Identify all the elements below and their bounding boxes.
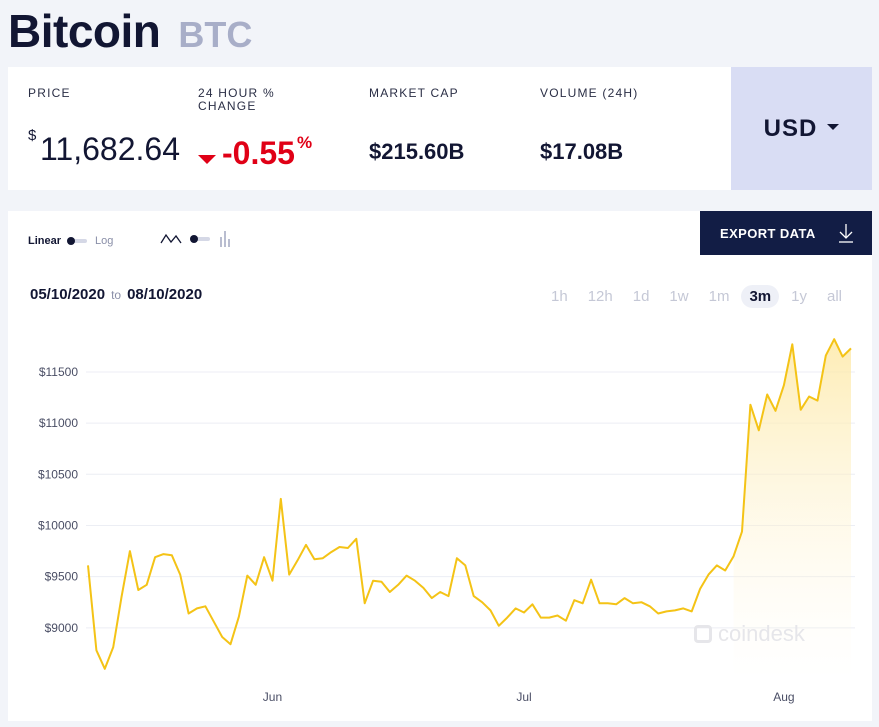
watermark: coindesk bbox=[694, 621, 805, 647]
price-line bbox=[87, 338, 852, 670]
coindesk-logo-icon bbox=[694, 625, 712, 643]
scale-switch[interactable] bbox=[67, 237, 88, 245]
scale-toggle[interactable]: Linear Log bbox=[28, 235, 113, 247]
volume-label: VOLUME (24H) bbox=[540, 86, 639, 100]
volume-stat: VOLUME (24H) $17.08B bbox=[540, 86, 639, 165]
line-chart-icon[interactable] bbox=[160, 232, 182, 246]
caret-down-icon bbox=[827, 123, 840, 130]
x-tick-label: Jul bbox=[516, 690, 531, 704]
coin-symbol: BTC bbox=[178, 14, 253, 55]
currency-selector[interactable]: USD bbox=[731, 67, 872, 190]
range-tab-1y[interactable]: 1y bbox=[791, 288, 807, 305]
y-tick-label: $10500 bbox=[38, 467, 78, 481]
time-range-tabs: 1h 12h 1d 1w 1m 3m 1y all bbox=[539, 285, 850, 308]
range-tab-1d[interactable]: 1d bbox=[632, 288, 650, 305]
down-arrow-icon bbox=[198, 155, 216, 164]
y-tick-label: $9000 bbox=[45, 621, 79, 635]
volume-value: $17.08B bbox=[540, 139, 624, 164]
range-tab-1h[interactable]: 1h bbox=[551, 288, 568, 305]
market-cap-label: MARKET CAP bbox=[369, 86, 459, 100]
coin-name: Bitcoin bbox=[8, 5, 161, 57]
date-separator: to bbox=[111, 288, 122, 302]
export-data-button[interactable]: EXPORT DATA bbox=[700, 211, 872, 255]
download-icon bbox=[839, 224, 853, 243]
range-tab-all[interactable]: all bbox=[826, 288, 842, 305]
market-cap-value: $215.60B bbox=[369, 139, 465, 164]
range-tab-12h[interactable]: 12h bbox=[587, 288, 613, 305]
x-tick-label: Jun bbox=[263, 690, 282, 704]
candlestick-icon[interactable] bbox=[220, 231, 230, 247]
date-to[interactable]: 08/10/2020 bbox=[127, 286, 203, 303]
stats-panel: PRICE $ 11,682.64 24 HOUR % CHANGE -0.55… bbox=[8, 67, 872, 190]
x-tick-label: Aug bbox=[773, 690, 794, 704]
page-header: Bitcoin BTC bbox=[8, 4, 252, 58]
scale-linear-label[interactable]: Linear bbox=[28, 235, 62, 247]
chart-card: $9000 $9500 $10000 $10500 $11000 $11500 Jun Jul… bbox=[8, 211, 872, 721]
export-data-label: EXPORT DATA bbox=[720, 225, 816, 241]
price-chart: $9000 $9500 $10000 $10500 $11000 $11500 Jun Jul… bbox=[38, 338, 855, 704]
range-tab-1w[interactable]: 1w bbox=[669, 288, 689, 305]
date-from[interactable]: 05/10/2020 bbox=[30, 286, 106, 303]
price-stat: PRICE $ 11,682.64 bbox=[28, 86, 180, 168]
range-tab-1m[interactable]: 1m bbox=[708, 288, 730, 305]
chart-type-toggle[interactable] bbox=[160, 231, 230, 247]
scale-log-label[interactable]: Log bbox=[95, 235, 114, 247]
change-stat: 24 HOUR % CHANGE -0.55 % bbox=[198, 86, 312, 171]
y-tick-label: $11000 bbox=[39, 416, 78, 430]
range-tab-3m[interactable]: 3m bbox=[741, 285, 780, 308]
currency-label: USD bbox=[763, 114, 818, 142]
change-label-line2: CHANGE bbox=[198, 99, 257, 113]
price-area bbox=[733, 339, 851, 679]
watermark-text: coindesk bbox=[718, 621, 805, 646]
price-currency-sign: $ bbox=[28, 127, 37, 144]
change-percent-sign: % bbox=[296, 133, 313, 152]
y-tick-label: $10000 bbox=[38, 518, 78, 532]
price-value: 11,682.64 bbox=[40, 131, 180, 167]
date-range[interactable]: 05/10/2020 to 08/10/2020 bbox=[30, 286, 202, 303]
chart-type-switch[interactable] bbox=[190, 235, 210, 243]
y-tick-label: $11500 bbox=[39, 365, 78, 379]
change-value: -0.55 % bbox=[198, 133, 313, 172]
y-tick-label: $9500 bbox=[45, 570, 79, 584]
price-label: PRICE bbox=[28, 86, 71, 100]
market-cap-stat: MARKET CAP $215.60B bbox=[369, 86, 464, 165]
change-label-line1: 24 HOUR % bbox=[198, 86, 275, 100]
change-number: -0.55 bbox=[222, 135, 295, 171]
